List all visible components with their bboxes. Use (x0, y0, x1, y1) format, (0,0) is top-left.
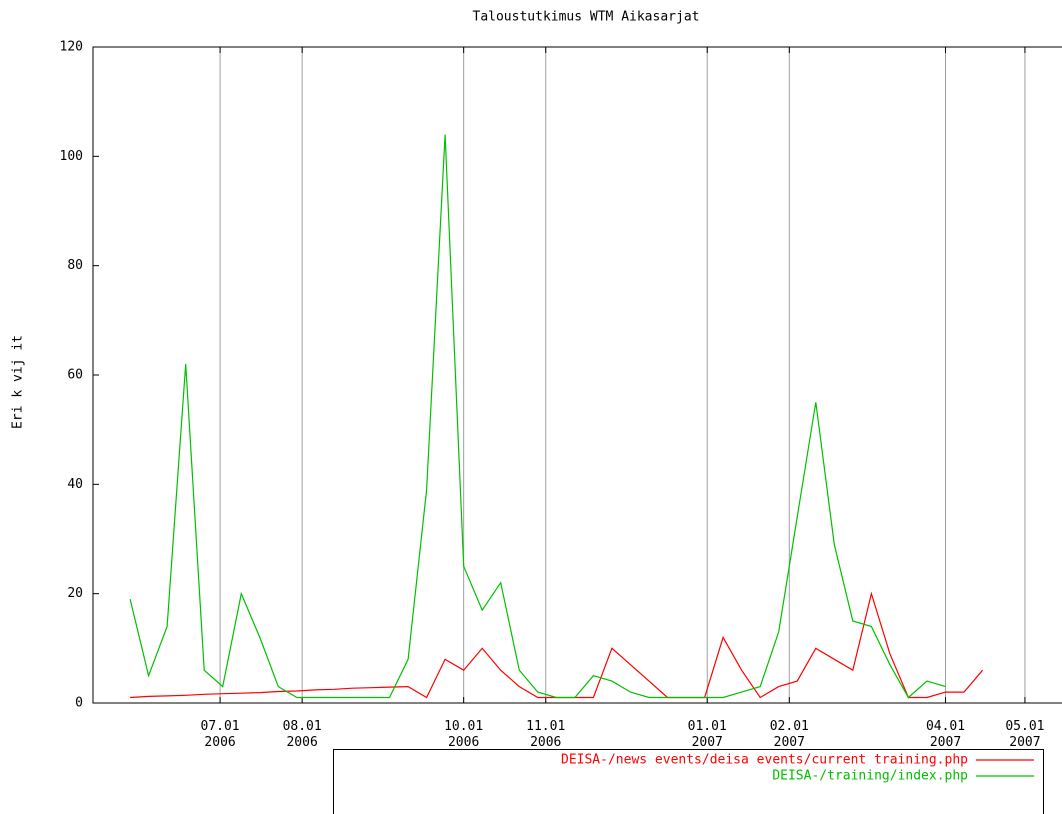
x-tick-label: 10.01 2006 (444, 719, 483, 750)
legend-label: DEISA-/news events/deisa events/current … (561, 753, 968, 768)
x-tick-label: 05.01 2007 (1005, 719, 1044, 750)
x-tick-label: 01.01 2007 (688, 719, 727, 750)
y-axis-label: Eri k vij it (11, 335, 26, 429)
legend-label: DEISA-/training/index.php (772, 769, 968, 784)
series-line (130, 591, 984, 699)
legend-box (333, 749, 1044, 814)
y-tick-label: 80 (67, 258, 83, 273)
x-tick-label: 11.01 2006 (526, 719, 565, 750)
y-tick-label: 20 (67, 586, 83, 601)
y-tick-label: 60 (67, 368, 83, 383)
x-tick-label: 02.01 2007 (770, 719, 809, 750)
x-tick-label: 04.01 2007 (926, 719, 965, 750)
y-tick-label: 100 (60, 149, 83, 164)
y-tick-label: 40 (67, 477, 83, 492)
y-tick-label: 120 (60, 40, 83, 55)
series-line (129, 134, 946, 699)
plot-frame (92, 46, 1062, 704)
x-tick-label: 07.01 2006 (201, 719, 240, 750)
chart-title: Taloustutkimus WTM Aikasarjat (473, 10, 700, 25)
y-tick-label: 0 (75, 696, 83, 711)
x-tick-label: 08.01 2006 (283, 719, 322, 750)
